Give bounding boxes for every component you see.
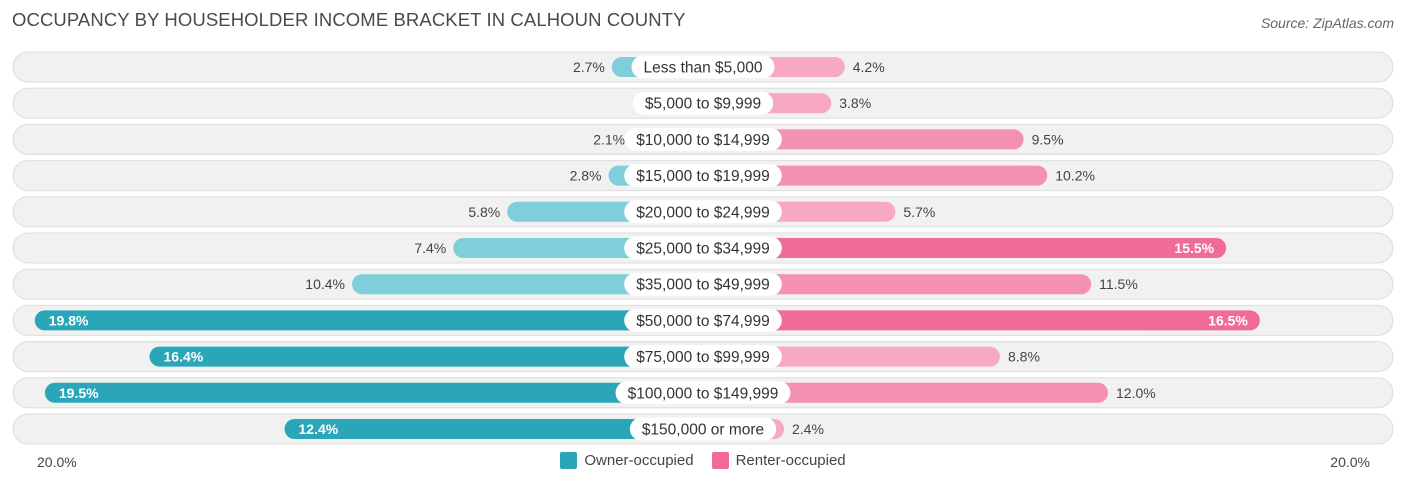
- category-pill: [615, 381, 791, 405]
- category-label: $15,000 to $19,999: [636, 168, 770, 185]
- renter-value-label: 9.5%: [1032, 131, 1064, 147]
- category-pill: [631, 55, 775, 79]
- category-label: $25,000 to $34,999: [636, 241, 770, 258]
- owner-value-label: 16.4%: [164, 349, 204, 365]
- legend-renter-label: Renter-occupied: [735, 452, 846, 469]
- renter-bar: [703, 382, 1108, 403]
- renter-value-label: 2.4%: [792, 421, 824, 437]
- category-pill: [624, 236, 782, 260]
- renter-value-label: 11.5%: [1099, 276, 1138, 292]
- category-pill: [624, 200, 782, 224]
- owner-bar: [284, 419, 703, 439]
- owner-swatch: [560, 452, 578, 469]
- renter-swatch: [711, 452, 729, 469]
- category-pill: [629, 417, 777, 441]
- renter-bar: [703, 238, 1227, 258]
- owner-value-label: 2.8%: [570, 168, 602, 184]
- owner-value-label: 19.5%: [59, 385, 99, 401]
- owner-bar: [352, 274, 703, 295]
- category-label: $50,000 to $74,999: [636, 313, 770, 330]
- axis-left-label: 20.0%: [37, 454, 77, 470]
- category-label: $35,000 to $49,999: [636, 277, 770, 294]
- category-label: $10,000 to $14,999: [636, 132, 770, 149]
- chart-title: OCCUPANCY BY HOUSEHOLDER INCOME BRACKET …: [12, 9, 686, 30]
- owner-bar: [44, 382, 703, 403]
- diverging-bar-chart: 2.7%4.2%Less than $5,0000.69%3.8%$5,000 …: [12, 51, 1394, 445]
- renter-bar: [703, 310, 1260, 331]
- axis-right-label: 20.0%: [1330, 454, 1370, 470]
- legend-owner-label: Owner-occupied: [584, 452, 694, 469]
- owner-value-label: 7.4%: [414, 240, 446, 256]
- renter-value-label: 15.5%: [1174, 240, 1214, 256]
- category-label: $150,000 or more: [642, 422, 764, 439]
- category-pill: [624, 127, 782, 151]
- owner-value-label: 12.4%: [299, 421, 339, 437]
- owner-value-label: 2.1%: [593, 131, 625, 147]
- category-label: $75,000 to $99,999: [636, 349, 770, 366]
- renter-value-label: 5.7%: [903, 204, 935, 220]
- category-pill: [624, 272, 782, 296]
- category-label: $5,000 to $9,999: [645, 96, 761, 113]
- renter-value-label: 16.5%: [1208, 312, 1248, 328]
- owner-value-label: 10.4%: [305, 276, 345, 292]
- source-label: Source: ZipAtlas.com: [1260, 15, 1394, 31]
- category-label: Less than $5,000: [644, 60, 763, 77]
- owner-value-label: 5.8%: [468, 204, 500, 220]
- renter-value-label: 3.8%: [839, 95, 871, 111]
- owner-bar: [149, 346, 703, 367]
- owner-bar: [34, 310, 703, 331]
- category-pill: [624, 345, 782, 369]
- owner-value-label: 2.7%: [573, 59, 605, 75]
- renter-bar: [703, 165, 1048, 186]
- renter-bar: [703, 274, 1092, 295]
- category-label: $100,000 to $149,999: [628, 385, 779, 402]
- renter-value-label: 10.2%: [1055, 168, 1095, 184]
- legend: Owner-occupied Renter-occupied: [0, 452, 1406, 469]
- category-pill: [624, 308, 782, 332]
- category-pill: [624, 164, 782, 188]
- category-pill: [632, 91, 774, 115]
- renter-value-label: 12.0%: [1116, 385, 1156, 401]
- renter-bar: [703, 129, 1024, 150]
- legend-item-renter: Renter-occupied: [711, 452, 846, 469]
- owner-value-label: 19.8%: [49, 312, 89, 328]
- renter-value-label: 4.2%: [853, 59, 885, 75]
- category-label: $20,000 to $24,999: [636, 204, 770, 221]
- legend-item-owner: Owner-occupied: [560, 452, 694, 469]
- renter-value-label: 8.8%: [1008, 349, 1040, 365]
